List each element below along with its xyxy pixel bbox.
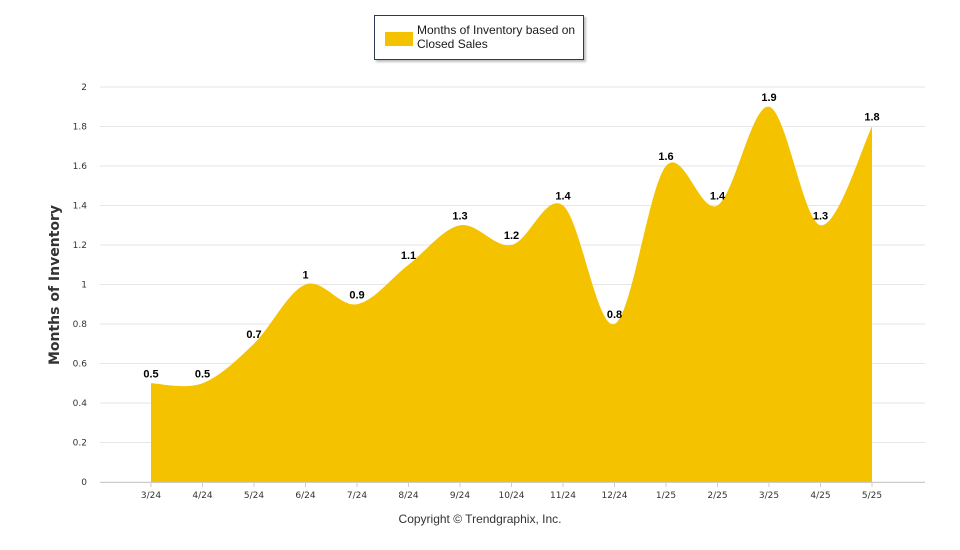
data-label: 1.2 — [504, 230, 519, 242]
data-label: 1.9 — [761, 92, 776, 104]
y-tick-label: 0.2 — [73, 439, 87, 449]
x-tick-label: 5/24 — [244, 491, 264, 501]
copyright-text: Copyright © Trendgraphix, Inc. — [398, 512, 562, 526]
x-tick-label: 3/24 — [141, 491, 161, 501]
legend-label: Months of Inventory based on Closed Sale… — [417, 23, 576, 51]
data-label: 1.3 — [813, 210, 828, 222]
x-tick-label: 8/24 — [398, 491, 418, 501]
y-tick-label: 1.6 — [73, 162, 88, 172]
x-tick-label: 4/24 — [192, 491, 212, 501]
x-tick-label: 4/25 — [810, 491, 830, 501]
x-tick-label: 5/25 — [862, 491, 882, 501]
data-label: 0.5 — [143, 368, 158, 380]
y-tick-label: 1.2 — [73, 241, 87, 251]
x-tick-label: 11/24 — [550, 491, 576, 501]
data-label: 1.8 — [864, 112, 879, 124]
data-label: 1.6 — [658, 151, 673, 163]
data-label: 1.4 — [710, 191, 726, 203]
data-label: 1.4 — [555, 191, 571, 203]
y-axis-ticks: 0 0.2 0.4 0.6 0.8 1 1.2 1.4 1.6 1.8 2 — [73, 83, 88, 488]
data-label: 0.5 — [195, 368, 210, 380]
y-axis-title: Months of Inventory — [47, 205, 63, 365]
y-tick-label: 1.8 — [73, 123, 88, 133]
data-label: 1 — [302, 270, 308, 282]
x-tick-label: 12/24 — [602, 491, 628, 501]
legend-swatch — [385, 32, 413, 46]
y-tick-label: 1.4 — [73, 202, 88, 212]
data-label: 1.1 — [401, 250, 416, 262]
x-tick-label: 6/24 — [295, 491, 315, 501]
x-tick-label: 2/25 — [707, 491, 727, 501]
data-label: 1.3 — [452, 210, 467, 222]
x-tick-label: 7/24 — [347, 491, 367, 501]
data-label: 0.7 — [246, 329, 261, 341]
y-tick-label: 1 — [81, 281, 87, 291]
x-tick-label: 10/24 — [499, 491, 525, 501]
data-label: 0.8 — [607, 309, 622, 321]
series-area — [151, 106, 872, 482]
y-tick-label: 0.4 — [73, 399, 88, 409]
legend: Months of Inventory based on Closed Sale… — [374, 15, 584, 60]
y-tick-label: 0.8 — [73, 320, 88, 330]
x-tick-label: 3/25 — [759, 491, 779, 501]
y-tick-label: 0.6 — [73, 360, 88, 370]
y-tick-label: 2 — [81, 83, 87, 93]
series-area-path — [151, 106, 872, 482]
x-tick-label: 9/24 — [450, 491, 470, 501]
data-labels: 0.5 0.5 0.7 1 0.9 1.1 1.3 1.2 1.4 0.8 1.6 1.4 1.9 1.3… — [143, 92, 879, 381]
data-label: 0.9 — [349, 289, 364, 301]
x-tick-label: 1/25 — [656, 491, 676, 501]
y-tick-label: 0 — [81, 478, 87, 488]
x-axis-ticks: 3/24 4/24 5/24 6/24 7/24 8/24 9/24 10/24 11/24 12… — [141, 482, 882, 501]
